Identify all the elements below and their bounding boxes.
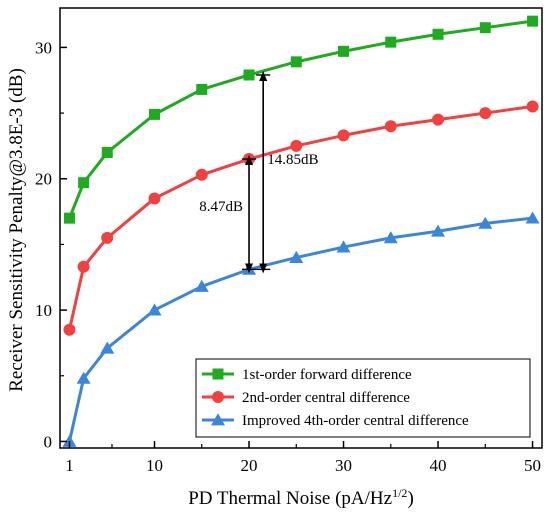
x-tick-label: 50 [524,456,541,475]
legend-swatch-marker-2 [212,391,224,403]
legend-label-3: Improved 4th-order central difference [242,413,469,429]
y-axis-title: Receiver Sensitivity Penalty@3.8E-3 (dB) [6,68,27,392]
series-1-point [63,212,75,224]
plot-frame [59,7,543,449]
series-2-point [63,323,76,336]
series-line-1 [68,19,533,219]
series-1-point [385,36,397,48]
series-3-point [525,211,540,224]
series-2-point [432,113,445,126]
series-3-point [289,250,304,263]
series-1-point [101,146,113,158]
series-2-point [526,100,539,113]
series-2-point [384,120,397,133]
y-tick-label: 0 [44,432,53,451]
series-1-point [290,56,302,68]
series-3-point [147,303,162,316]
x-tick-label: 40 [430,456,447,475]
x-tick-label: 10 [146,456,163,475]
series-2-point [77,260,90,273]
series-1-point [243,69,255,81]
series-1-point [196,83,208,95]
legend-swatch-marker-1 [212,368,224,380]
y-tick-label: 10 [35,301,52,320]
annotation-label-1: 8.47dB [199,199,243,215]
series-3-point [431,224,446,237]
series-3-point [478,216,493,229]
series-3-point [100,341,115,354]
series-1-point [432,28,444,40]
series-1-point [527,15,539,27]
series-1-point [78,177,90,189]
y-tick-label: 30 [35,38,52,57]
legend-box [195,358,531,438]
series-2-point [101,231,114,244]
series-2-point [195,168,208,181]
series-2-point [479,107,492,120]
series-3-point [336,240,351,253]
legend-swatch-marker-3 [211,413,225,426]
y-tick-label: 20 [35,170,52,189]
x-tick-label: 1 [65,456,74,475]
series-3-point [194,279,209,292]
series-2-point [337,129,350,142]
x-tick-label: 30 [335,456,352,475]
legend: 1st-order forward difference 2nd-order ce… [195,358,531,438]
series-line-2 [67,105,533,331]
x-axis-title: PD Thermal Noise (pA/Hz1/2) [188,486,414,509]
x-tick-label: 20 [241,456,258,475]
series-1-point [149,108,161,120]
series-2-point [290,139,303,152]
series-3-point [383,231,398,244]
series-1-point [479,22,491,34]
series-3-point [76,371,91,384]
annotation-label-2: 14.85dB [267,152,318,168]
legend-label-2: 2nd-order central difference [242,390,410,406]
series-3-point [62,434,77,447]
series-2-point [148,192,161,205]
legend-label-1: 1st-order forward difference [242,367,412,383]
series-1-point [338,45,350,57]
